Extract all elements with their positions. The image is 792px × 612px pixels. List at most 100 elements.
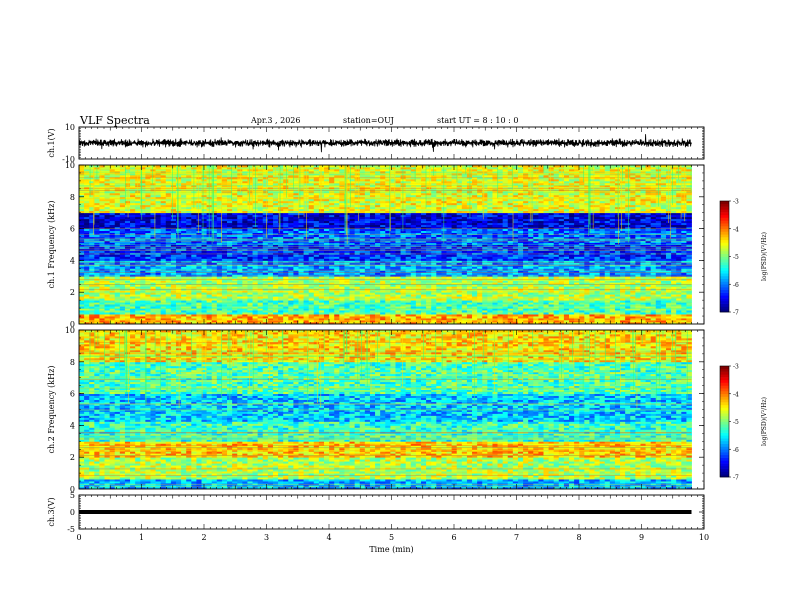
- spectrogram-cell: [221, 296, 228, 299]
- spectrogram-cell: [569, 322, 575, 325]
- spectrogram-cell: [635, 316, 641, 319]
- spectrogram-cell: [543, 320, 549, 323]
- spectrogram-cell: [318, 306, 325, 309]
- spectrogram-cell: [114, 282, 121, 285]
- spectrogram-cell: [257, 302, 264, 305]
- spectrogram-cell: [191, 272, 197, 275]
- spectrogram-cell: [431, 268, 437, 271]
- spectrogram-cell: [502, 306, 509, 309]
- spectrogram-cell: [308, 306, 315, 309]
- spectrogram-cell: [502, 296, 509, 299]
- spectrogram-cell: [497, 294, 504, 297]
- spectrogram-cell: [446, 312, 452, 315]
- spectrogram-cell: [681, 272, 687, 275]
- spectrogram-cell: [589, 318, 595, 321]
- spectrogram-cell: [502, 264, 509, 267]
- spectrogram-cell: [410, 294, 417, 297]
- spectrogram-cell: [625, 320, 631, 323]
- spectrogram-cell: [293, 266, 299, 269]
- spectrogram-cell: [114, 308, 121, 311]
- spectrogram-cell: [135, 268, 141, 271]
- spectrogram-cell: [135, 308, 141, 311]
- spectrogram-cell: [155, 320, 162, 323]
- spectrogram-cell: [431, 292, 437, 295]
- spectrogram-cell: [216, 272, 223, 275]
- spectrogram-cell: [461, 316, 468, 319]
- spectrogram-cell: [206, 262, 213, 265]
- spectrogram-cell: [523, 312, 529, 315]
- spectrogram-cell: [385, 266, 391, 269]
- spectrogram-cell: [640, 314, 646, 317]
- spectrogram-cell: [579, 306, 585, 309]
- spectrogram-cell: [160, 298, 167, 301]
- spectrogram-cell: [645, 308, 652, 311]
- spectrogram-cell: [512, 288, 519, 291]
- spectrogram-cell: [283, 296, 289, 299]
- spectrogram-cell: [160, 306, 167, 309]
- spectrogram-cell: [211, 292, 218, 295]
- spectrogram-cell: [201, 314, 207, 317]
- spectrogram-cell: [385, 264, 391, 267]
- spectrogram-cell: [604, 300, 611, 303]
- spectrogram-cell: [354, 276, 361, 279]
- spectrogram-cell: [665, 318, 672, 321]
- spectrogram-cell: [630, 310, 636, 313]
- spectrogram-cell: [308, 266, 315, 269]
- spectrogram-cell: [655, 264, 662, 267]
- spectrogram-cell: [140, 266, 146, 269]
- spectrogram-cell: [507, 298, 514, 301]
- spectrogram-cell: [543, 288, 549, 291]
- spectrogram-cell: [369, 312, 376, 315]
- spectrogram-cell: [334, 296, 340, 299]
- spectrogram-cell: [650, 320, 657, 323]
- spectrogram-cell: [630, 300, 636, 303]
- spectrogram-cell: [344, 274, 350, 277]
- spectrogram-cell: [303, 298, 310, 301]
- spectrogram-cell: [579, 314, 585, 317]
- spectrogram-cell: [288, 272, 294, 275]
- spectrogram-cell: [288, 276, 294, 279]
- spectrogram-cell: [385, 282, 391, 285]
- spectrogram-cell: [375, 280, 381, 283]
- spectrogram-cell: [324, 276, 330, 279]
- spectrogram-cell: [150, 282, 156, 285]
- spectrogram-cell: [410, 314, 417, 317]
- spectrogram-cell: [410, 320, 417, 323]
- spectrogram-cell: [140, 292, 146, 295]
- spectrogram-cell: [170, 284, 177, 287]
- spectrogram-cell: [354, 312, 361, 315]
- spectrogram-cell: [278, 270, 284, 273]
- spectrogram-cell: [298, 272, 304, 275]
- spectrogram-cell: [186, 284, 192, 287]
- spectrogram-cell: [119, 318, 126, 321]
- spectrogram-cell: [375, 318, 381, 321]
- spectrogram-cell: [487, 300, 493, 303]
- spectrogram-cell: [415, 294, 422, 297]
- spectrogram-cell: [553, 306, 560, 309]
- spectrogram-cell: [420, 286, 427, 289]
- spectrogram-cell: [288, 316, 294, 319]
- spectrogram-cell: [415, 316, 422, 319]
- spectrogram-cell: [502, 302, 509, 305]
- spectrogram-cell: [594, 306, 601, 309]
- spectrogram-cell: [191, 280, 197, 283]
- spectrogram-cell: [645, 262, 652, 265]
- spectrogram-cell: [313, 268, 320, 271]
- spectrogram-cell: [114, 306, 121, 309]
- spectrogram-cell: [334, 284, 340, 287]
- spectrogram-cell: [640, 318, 646, 321]
- spectrogram-cell: [196, 312, 202, 315]
- spectrogram-cell: [431, 264, 437, 267]
- spectrogram-cell: [252, 302, 259, 305]
- spectrogram-cell: [364, 286, 371, 289]
- spectrogram-cell: [84, 310, 90, 313]
- spectrogram-cell: [216, 294, 223, 297]
- spectrogram-cell: [517, 318, 524, 321]
- spectrogram-cell: [609, 286, 616, 289]
- spectrogram-cell: [359, 292, 366, 295]
- spectrogram-cell: [334, 320, 340, 323]
- spectrogram-cell: [364, 318, 371, 321]
- spectrogram-cell: [487, 294, 493, 297]
- spectrogram-cell: [625, 308, 631, 311]
- spectrogram-cell: [563, 268, 570, 271]
